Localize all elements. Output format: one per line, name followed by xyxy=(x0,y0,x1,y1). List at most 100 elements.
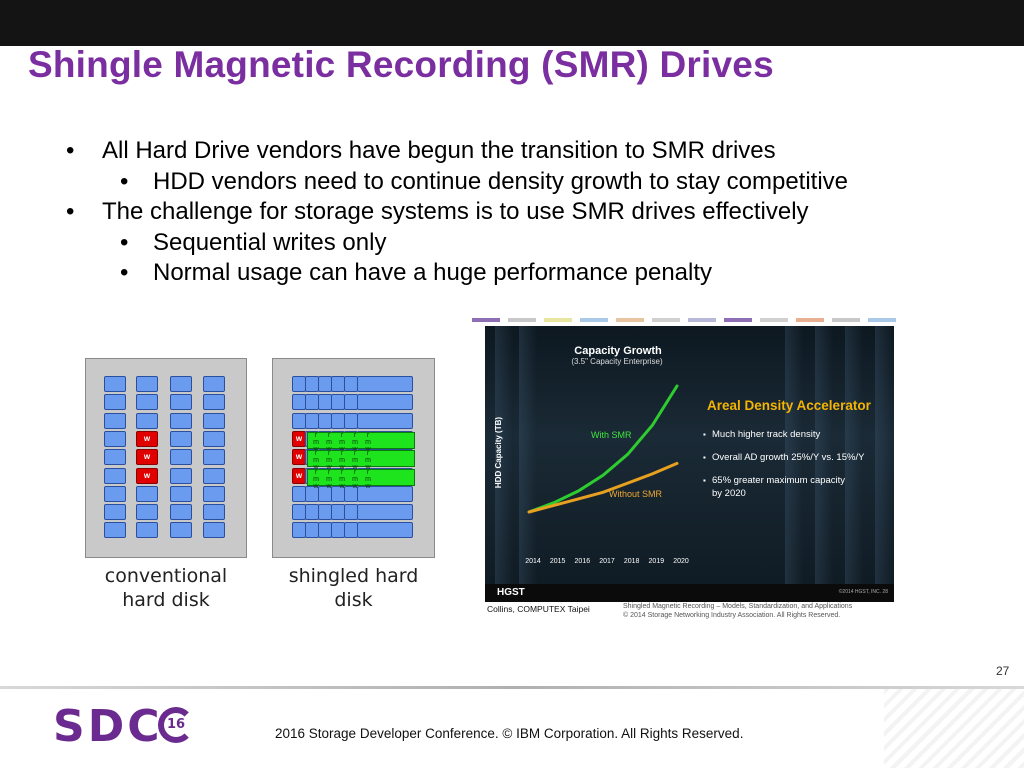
track-cell xyxy=(170,376,192,392)
data-point xyxy=(552,504,555,507)
track-cell xyxy=(170,449,192,466)
rmw-letter: r xyxy=(314,432,318,439)
color-stripe xyxy=(796,318,824,322)
bullet-text: All Hard Drive vendors have begun the tr… xyxy=(102,137,776,164)
track-cell xyxy=(318,412,332,429)
track-cell xyxy=(203,467,225,484)
write-cell: w xyxy=(292,467,306,484)
rmw-marker: rmw xyxy=(349,432,361,453)
rmw-letter: w xyxy=(352,482,358,490)
reference-line: Shingled Magnetic Recording – Models, St… xyxy=(623,603,853,610)
track-cell xyxy=(170,394,192,411)
rmw-letter: m xyxy=(326,439,332,446)
bullet-item: • HDD vendors need to continue density gr… xyxy=(66,167,848,198)
track-cell xyxy=(136,485,158,502)
track-cell xyxy=(170,412,192,429)
rmw-letter: w xyxy=(365,482,371,490)
track-cell xyxy=(104,467,126,484)
track-cell xyxy=(170,504,192,521)
track-cell xyxy=(104,376,126,392)
rmw-letter: m xyxy=(339,439,345,446)
track-cell xyxy=(136,522,158,539)
color-stripe xyxy=(688,318,716,322)
rmw-letter: r xyxy=(340,450,344,458)
track-cell xyxy=(318,522,332,539)
rmw-letter: m xyxy=(352,457,358,465)
rmw-letter: w xyxy=(323,446,335,453)
x-tick-label: 2016 xyxy=(574,558,591,565)
color-stripe xyxy=(508,318,536,322)
track-cell xyxy=(203,412,225,429)
track-cell xyxy=(292,412,306,429)
series-label-without-smr: Without SMR xyxy=(609,489,663,499)
rmw-letter: m xyxy=(313,439,319,446)
top-bar xyxy=(0,0,1024,46)
image-footer-bar: HGST ©2014 HGST, INC. 28 xyxy=(485,584,894,602)
track-cell xyxy=(344,394,358,411)
bullet-glyph: • xyxy=(120,228,129,256)
track-cell xyxy=(344,376,358,392)
track-cell xyxy=(136,412,158,429)
data-point xyxy=(602,491,604,494)
write-marker: w xyxy=(143,452,151,462)
color-stripe xyxy=(580,318,608,322)
track-cell xyxy=(331,376,345,392)
bullet-text: Sequential writes only xyxy=(153,228,387,256)
callout-item: Much higher track density xyxy=(703,428,864,441)
x-tick-label: 2018 xyxy=(623,558,640,565)
rmw-letter: r xyxy=(366,432,370,439)
track-cell xyxy=(104,412,126,429)
track-cell xyxy=(331,394,345,411)
server-rack xyxy=(519,326,537,584)
reference-line: © 2014 Storage Networking Industry Assoc… xyxy=(623,612,841,619)
footer-divider xyxy=(0,686,1024,689)
callout-title: Areal Density Accelerator xyxy=(707,398,871,413)
shingled-disk-label: shingled hard disk xyxy=(272,564,435,612)
rmw-letter: r xyxy=(366,450,370,458)
track-cell xyxy=(305,504,319,521)
bullet-text: HDD vendors need to continue density gro… xyxy=(153,167,849,195)
datacenter-background xyxy=(485,326,894,602)
track-cell xyxy=(357,485,413,502)
rmw-letter: m xyxy=(313,457,319,465)
callout-item: Overall AD growth 25%/Y vs. 15%/Y xyxy=(703,451,864,464)
conventional-disk-label: conventional hard disk xyxy=(85,564,247,612)
bullet-glyph: • xyxy=(66,137,75,164)
track-cell xyxy=(357,394,413,411)
bullet-item: • All Hard Drive vendors have begun the t… xyxy=(66,136,848,167)
track-cell xyxy=(318,394,332,411)
server-rack xyxy=(495,326,513,584)
rmw-letter: w xyxy=(362,446,374,453)
data-point xyxy=(651,424,654,427)
slide-title: Shingle Magnetic Recording (SMR) Drives xyxy=(28,44,774,85)
track-cell xyxy=(331,504,345,521)
rmw-letter: r xyxy=(353,450,357,458)
track-cell xyxy=(170,467,192,484)
track-cell xyxy=(104,504,126,521)
rmw-letter: m xyxy=(339,475,345,483)
title-strip xyxy=(0,46,1024,92)
data-point xyxy=(676,462,678,465)
rmw-letter: r xyxy=(340,468,344,476)
rmw-letter: w xyxy=(336,464,348,471)
track-cell xyxy=(203,485,225,502)
track-cell xyxy=(357,376,413,392)
footer-copyright: 2016 Storage Developer Conference. © IBM… xyxy=(275,726,744,741)
write-cell: w xyxy=(136,430,158,447)
rmw-letter: w xyxy=(326,482,332,490)
track-cell xyxy=(344,522,358,539)
shingled-disk-diagram: wwwrmwrmwrmwrmwrmwrmwrmwrmwrmwrmwrmwrmwr… xyxy=(272,358,435,558)
data-point xyxy=(577,498,580,500)
rmw-letter: m xyxy=(365,457,371,465)
track-cell xyxy=(104,449,126,466)
data-point xyxy=(602,474,604,477)
data-point xyxy=(528,511,530,513)
track-cell xyxy=(104,430,126,447)
track-cell xyxy=(344,504,358,521)
page-number: 27 xyxy=(996,664,1010,678)
track-cell xyxy=(318,504,332,521)
